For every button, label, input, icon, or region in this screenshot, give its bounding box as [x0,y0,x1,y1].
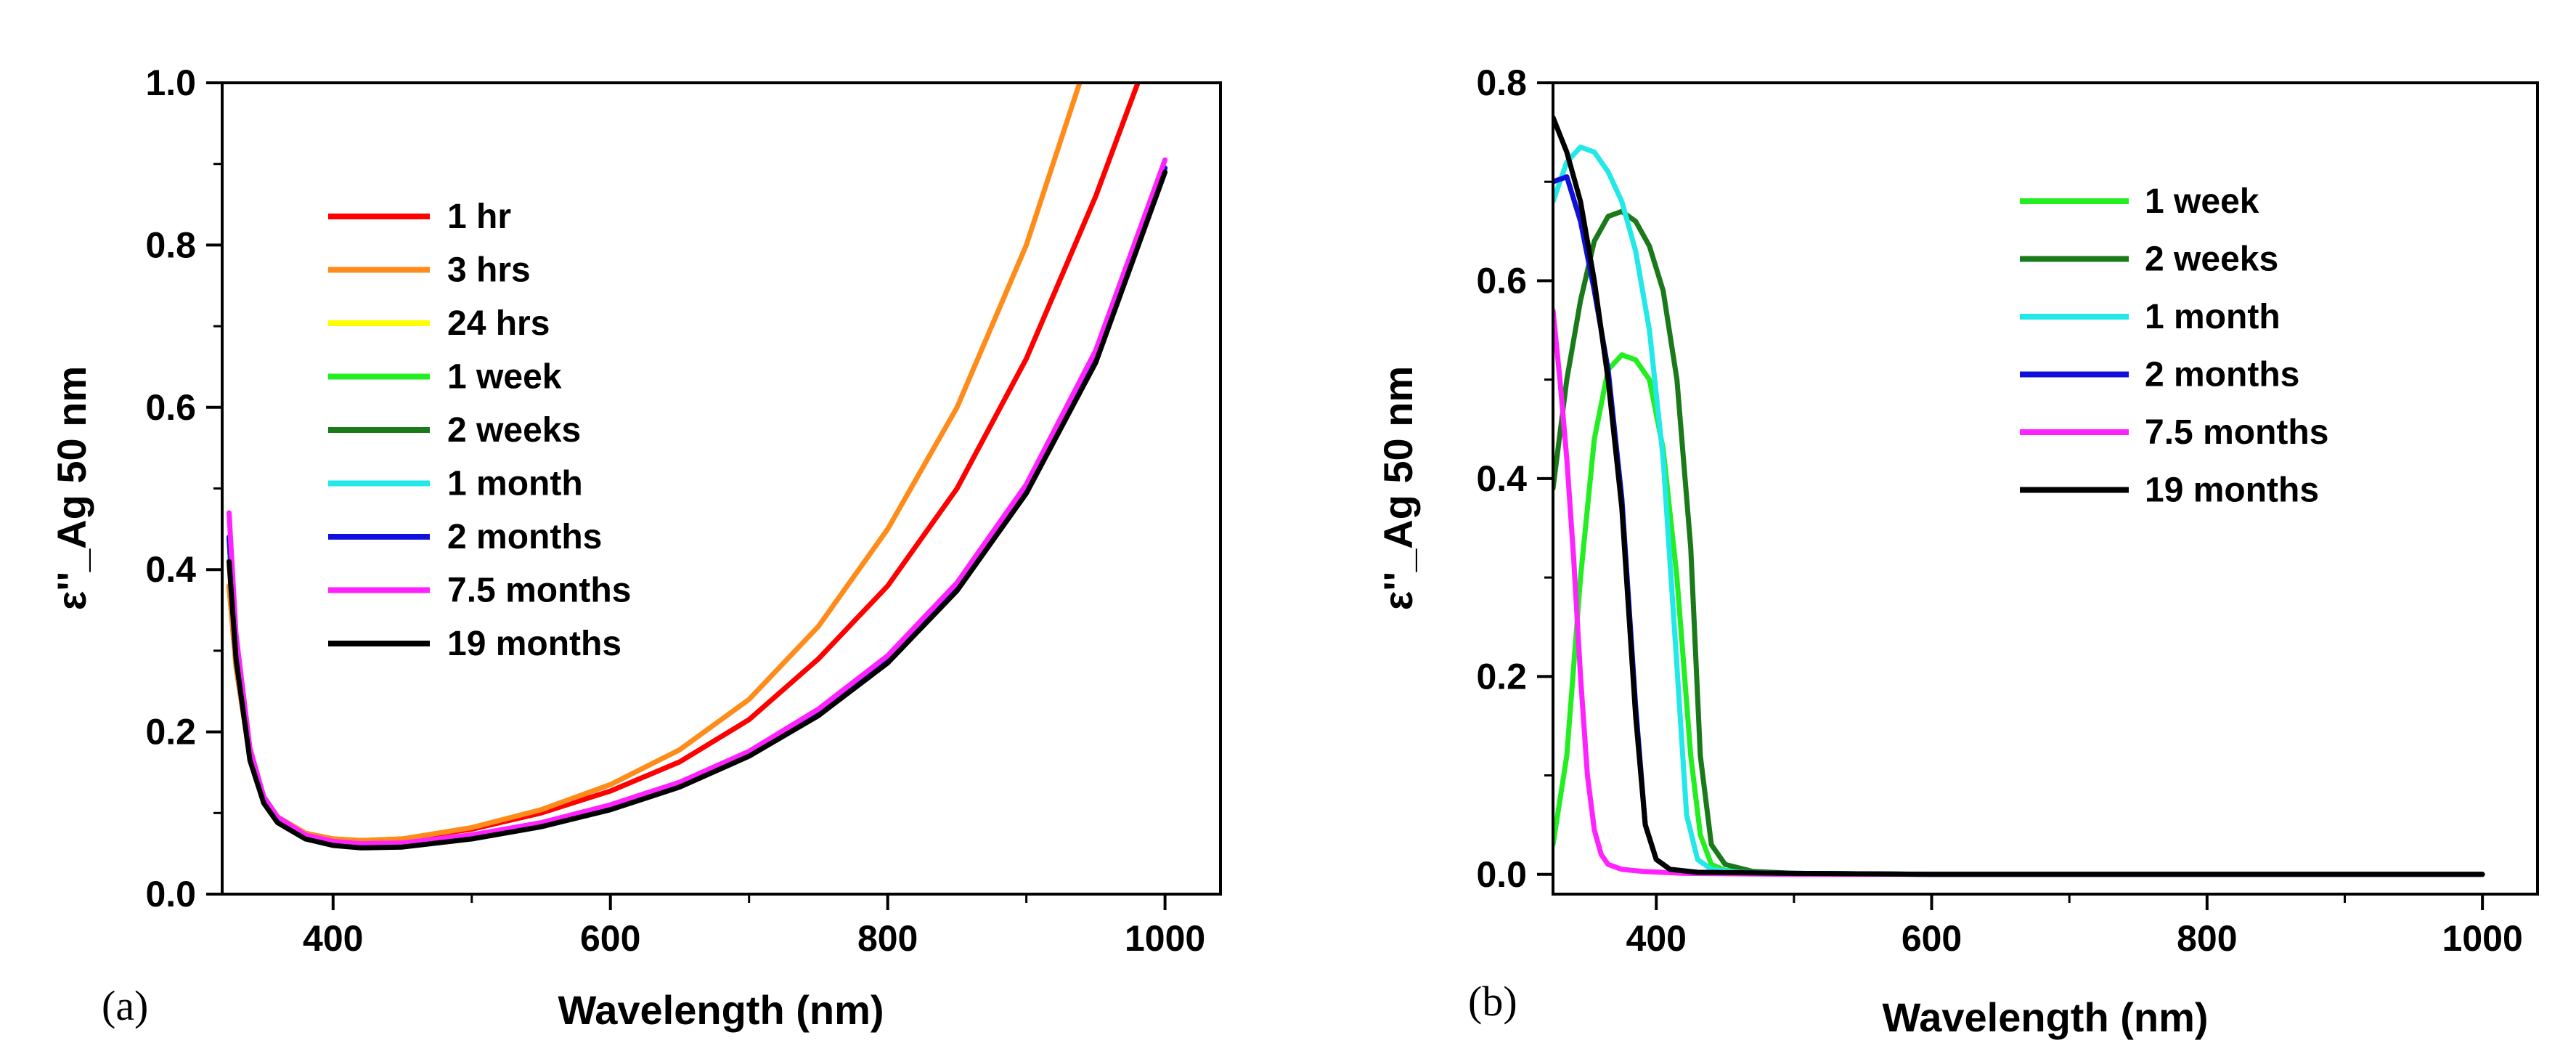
series-line-b-5 [1553,115,2485,877]
legend-label-a-2: 24 hrs [447,304,550,343]
y-tick-label-a-5: 1.0 [145,62,196,103]
y-axis-b: 0.0 0.2 0.4 0.6 0.8 [1476,62,1553,895]
y-axis-title-b: ε''_Ag 50 nm [1375,366,1421,610]
series-layer-b [1553,115,2485,877]
legend-label-b-0: 1 week [2145,182,2259,221]
y-tick-label-b-0: 0.0 [1476,854,1527,895]
x-tick-label-b-0: 400 [1626,918,1687,959]
panel-label-b: (b) [1468,978,1517,1025]
y-tick-label-b-3: 0.6 [1476,260,1527,301]
legend-a: 1 hr 3 hrs 24 hrs 1 week 2 weeks 1 month 2 mon… [328,198,631,663]
legend-label-a-1: 3 hrs [447,251,531,290]
legend-label-b-3: 2 months [2145,356,2299,394]
legend-label-b-2: 1 month [2145,298,2281,336]
legend-b: 1 week 2 weeks 1 month 2 months 7.5 months 19… [2020,182,2328,510]
chart-panel-b: 400 600 800 1000 0.0 0.2 0.4 0.6 0.8 Wavelength… [1375,62,2539,1040]
series-line-a-7 [227,157,1168,847]
x-tick-label-a-0: 400 [303,918,363,959]
legend-label-b-1: 2 weeks [2145,240,2278,279]
legend-label-a-3: 1 week [447,358,562,397]
y-tick-label-a-2: 0.4 [145,549,196,590]
x-tick-label-a-1: 600 [580,918,640,959]
legend-label-a-7: 7.5 months [447,572,631,610]
legend-label-a-8: 19 months [447,625,621,663]
legend-label-b-4: 7.5 months [2145,413,2328,452]
y-tick-label-b-4: 0.8 [1476,62,1527,103]
series-line-a-8 [227,169,1168,851]
y-tick-label-a-4: 0.8 [145,224,196,265]
series-layer-a [227,83,1168,851]
y-tick-label-a-0: 0.0 [145,874,196,914]
chart-panel-a: 400 600 800 1000 0.0 0.2 0.4 0.6 0.8 1.0 Wavelen… [49,62,1222,1033]
y-axis-a: 0.0 0.2 0.4 0.6 0.8 1.0 [145,62,222,914]
x-tick-label-a-3: 1000 [1125,918,1205,959]
x-axis-a: 400 600 800 1000 [303,894,1205,959]
x-tick-label-b-3: 1000 [2442,918,2523,959]
plot-frame-b [1552,81,2539,896]
x-axis-b: 400 600 800 1000 [1626,894,2523,959]
x-tick-label-b-1: 600 [1902,918,1962,959]
x-tick-label-b-2: 800 [2177,918,2237,959]
x-tick-label-a-2: 800 [857,918,918,959]
legend-label-a-4: 2 weeks [447,411,581,450]
y-tick-label-b-2: 0.4 [1476,458,1527,499]
y-tick-label-a-3: 0.6 [145,387,196,428]
y-axis-title-a: ε''_Ag 50 nm [49,366,94,610]
y-tick-label-b-1: 0.2 [1476,656,1527,697]
y-tick-label-a-1: 0.2 [145,712,196,752]
legend-label-a-0: 1 hr [447,198,511,236]
x-axis-title-a: Wavelength (nm) [558,987,884,1033]
legend-label-a-6: 2 months [447,518,602,556]
x-axis-title-b: Wavelength (nm) [1882,994,2208,1040]
panel-label-a: (a) [102,982,148,1029]
legend-label-b-5: 19 months [2145,471,2319,510]
legend-label-a-5: 1 month [447,465,583,503]
